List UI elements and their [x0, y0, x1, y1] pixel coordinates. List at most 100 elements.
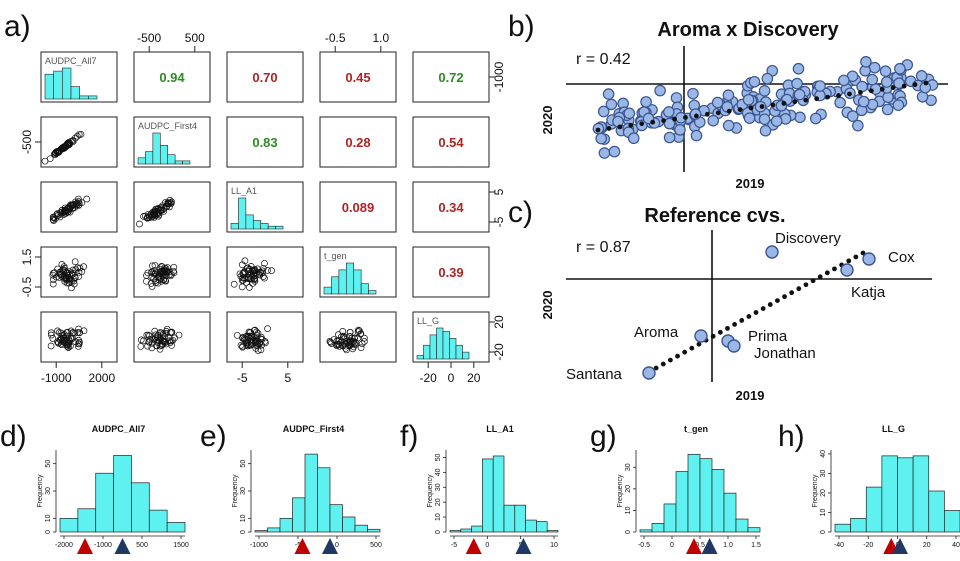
histogram-bar [492, 455, 505, 533]
trend-dot [682, 349, 688, 355]
scatter-point [137, 336, 145, 344]
trend-dot [803, 97, 809, 103]
diag-hist-bar [423, 344, 431, 360]
tick-label: 2000 [88, 371, 115, 385]
scatter-point [838, 74, 850, 87]
cultivar-point [727, 339, 741, 353]
trend-dot [668, 357, 673, 363]
scatter-point [137, 343, 145, 350]
scatter-reference-cultivars: Reference cvs. r = 0.87 2019 2020 Discov… [540, 205, 932, 403]
diag-hist-bar [260, 223, 269, 230]
red-triangle-marker [294, 538, 311, 554]
scatter-matrix: AUDPC_All7 0.94 0.70 0.45 0.72 AUDPC_First4 0.… [20, 31, 506, 385]
scatter-point [161, 277, 169, 285]
scatter-point [69, 266, 77, 274]
histogram-bar [131, 482, 150, 533]
scatter-point [711, 96, 724, 109]
y-tick-label: 20 [435, 498, 442, 506]
scatter-point [254, 265, 261, 273]
histogram-bar [834, 523, 851, 533]
scatter-point [162, 277, 170, 285]
matrix-cell-frame [412, 116, 490, 168]
scatter-point [663, 131, 676, 144]
scatter-point [75, 195, 82, 203]
diag-variable-label: AUDPC_First4 [138, 121, 197, 131]
scatter-point [144, 269, 152, 277]
scatter-point [793, 88, 806, 101]
scatter-point [361, 334, 368, 342]
matrix-cell-frame [133, 181, 211, 233]
histogram-bar [279, 517, 293, 533]
histogram-bar [254, 530, 268, 533]
scatter-point [150, 275, 158, 283]
trend-dot [617, 124, 623, 130]
trend-dot [653, 365, 659, 371]
diag-hist-bar [152, 132, 161, 165]
matrix-cell-frame [412, 181, 490, 233]
correlation-value: 0.70 [252, 70, 277, 85]
x-tick-label: -1000 [250, 542, 268, 549]
scatter-point [252, 338, 260, 345]
scatter-point [881, 103, 894, 116]
tick-label: -1000 [492, 61, 506, 92]
matrix-cell-frame [40, 51, 118, 103]
matrix-cell-frame [226, 116, 304, 168]
scatter-point [148, 273, 156, 281]
scatter-point [257, 333, 265, 341]
x-tick-label: -1000 [94, 542, 112, 549]
scatter-point [151, 327, 159, 335]
scatter-point [145, 338, 153, 346]
diag-hist-bar [353, 269, 362, 295]
y-tick-label: 10 [435, 513, 442, 521]
trend-dot [660, 361, 666, 367]
scatter-point [65, 344, 72, 351]
scatter-point [254, 347, 262, 354]
scatter-point [342, 345, 350, 352]
trend-dot [696, 341, 702, 347]
diag-variable-label: AUDPC_All7 [45, 56, 97, 66]
scatter-point [361, 338, 368, 345]
x-axis-label-c: 2019 [736, 388, 765, 403]
matrix-cell-frame [40, 116, 118, 168]
histogram-bar [292, 497, 306, 533]
scatter-point [257, 346, 265, 354]
red-triangle-marker [686, 538, 702, 554]
diag-hist-bar [238, 197, 247, 230]
histogram-bar [460, 528, 472, 533]
scatter-point [78, 268, 86, 275]
scatter-point [687, 87, 699, 100]
diag-hist-bar [245, 214, 254, 230]
scatter-point [152, 331, 160, 339]
trend-dot [595, 127, 601, 133]
tick-label: -20 [492, 343, 506, 361]
scatter-point [856, 80, 868, 93]
x-tick-label: 1.0 [723, 542, 733, 549]
trend-dot [847, 91, 852, 97]
scatter-point [834, 96, 846, 109]
scatter-point [882, 91, 894, 104]
scatter-point [347, 337, 354, 345]
scatter-point [346, 341, 354, 349]
scatter-point [254, 342, 262, 349]
trend-dot [767, 302, 773, 307]
scatter-point [41, 157, 49, 165]
scatter-point [758, 113, 771, 126]
scatter-point [80, 327, 88, 335]
diag-hist-bar [345, 262, 355, 295]
histogram-bar [449, 530, 462, 533]
scatter-point [335, 340, 342, 348]
scatter-point [136, 220, 143, 228]
trend-dot [836, 93, 841, 98]
scatter-point [239, 342, 246, 350]
diag-hist-bar [230, 223, 239, 230]
scatter-point [144, 213, 151, 221]
diag-hist-bar [137, 157, 146, 165]
diag-hist-bar [53, 70, 63, 100]
scatter-point [246, 328, 254, 336]
y-tick-label: 20 [625, 485, 632, 493]
tick-label: -0.5 [325, 31, 346, 45]
histogram-bar [342, 516, 356, 533]
scatter-point [244, 264, 252, 272]
scatter-point [608, 145, 621, 158]
